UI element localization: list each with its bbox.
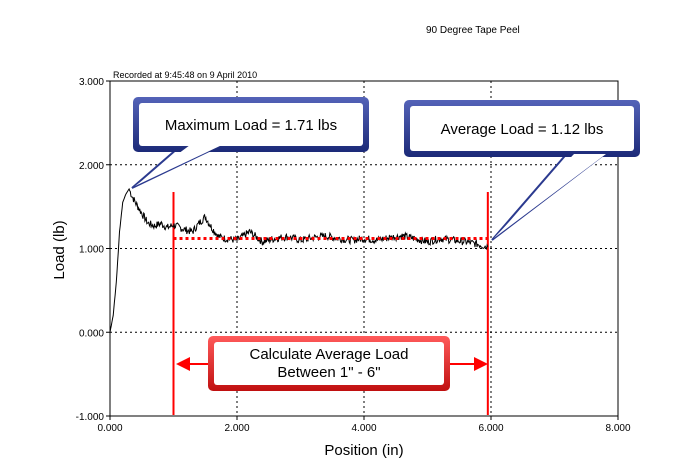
chart-title: 90 Degree Tape Peel xyxy=(426,25,520,36)
avg-load-callout-body xyxy=(410,106,634,151)
tick-labels: 0.000 2.000 4.000 6.000 8.000-1.0000.0001.00… xyxy=(76,77,631,434)
range-arrow-left-head xyxy=(176,357,190,371)
load-trace-line xyxy=(109,187,489,333)
y-tick-label: 0.000 xyxy=(79,328,104,339)
max-load-callout: Maximum Load = 1.71 lbs xyxy=(131,97,369,189)
x-tick-label: 8.000 xyxy=(605,423,630,434)
y-tick-label: -1.000 xyxy=(76,412,105,423)
y-tick-label: 2.000 xyxy=(79,161,104,172)
x-axis-title: Position (in) xyxy=(324,442,403,459)
max-load-callout-body xyxy=(139,103,363,146)
y-tick-label: 3.000 xyxy=(79,77,104,88)
avg-load-label: Average Load = 1.12 lbs xyxy=(441,121,604,138)
x-tick-label: 6.000 xyxy=(478,423,503,434)
chart-subtitle: Recorded at 9:45:48 on 9 April 2010 xyxy=(113,70,257,80)
y-tick-label: 1.000 xyxy=(79,245,104,256)
calc-range-callout: Calculate Average Load Between 1" - 6" xyxy=(176,336,488,391)
calc-line-2: Between 1" - 6" xyxy=(277,364,380,381)
vertical-markers xyxy=(172,192,489,415)
avg-load-callout: Average Load = 1.12 lbs xyxy=(404,100,640,241)
range-arrow-right-head xyxy=(474,357,488,371)
series-layer xyxy=(109,187,489,333)
x-tick-label: 2.000 xyxy=(224,423,249,434)
calc-callout-body xyxy=(214,342,444,385)
x-tick-label: 4.000 xyxy=(351,423,376,434)
calc-line-1: Calculate Average Load xyxy=(249,346,408,363)
x-tick-label: 0.000 xyxy=(97,423,122,434)
max-load-label: Maximum Load = 1.71 lbs xyxy=(165,117,337,134)
y-axis-title: Load (lb) xyxy=(51,220,68,279)
